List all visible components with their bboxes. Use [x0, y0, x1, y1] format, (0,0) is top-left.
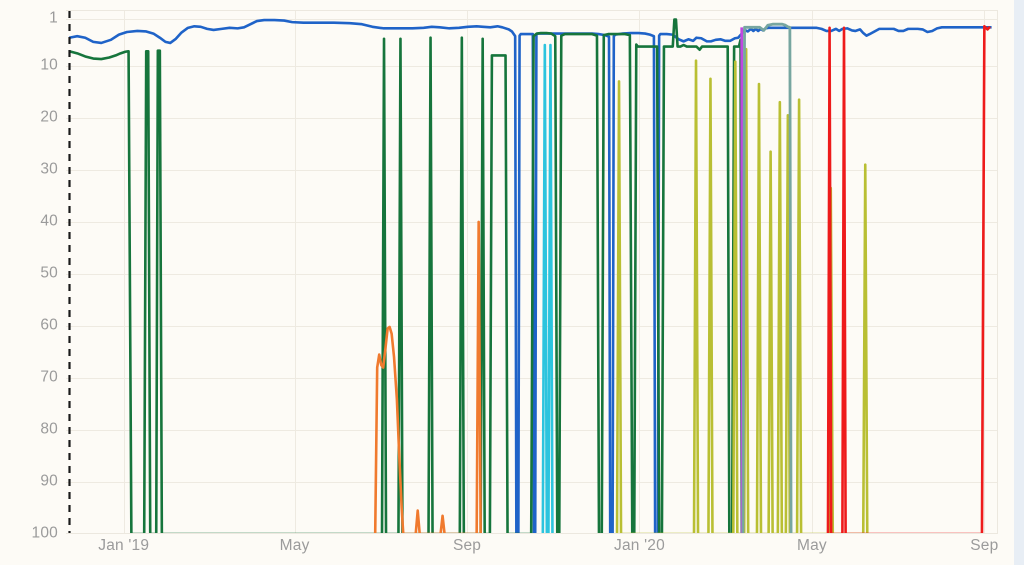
y-axis-tick-label: 60 — [40, 316, 58, 334]
y-axis-tick-label: 30 — [40, 160, 58, 178]
y-axis-tick-label: 50 — [40, 264, 58, 282]
plot-area[interactable] — [66, 10, 998, 534]
series-orange — [373, 220, 482, 533]
x-axis-tick-label: May — [279, 537, 310, 554]
x-axis-tick-label: Jan '20 — [614, 537, 665, 554]
x-axis-tick-label: Jan '19 — [98, 537, 150, 554]
y-axis-tick-label: 90 — [40, 472, 58, 490]
x-axis: Jan '19 May Sep Jan '20 May Sep — [66, 536, 998, 565]
series-blue — [68, 18, 992, 533]
x-axis-tick-label: May — [796, 537, 827, 554]
series-lines — [68, 18, 992, 533]
y-axis-tick-label: 80 — [40, 420, 58, 438]
start-marker-line — [68, 11, 71, 533]
y-axis-tick-label: 20 — [40, 108, 58, 126]
y-axis-tick-label: 100 — [31, 524, 58, 542]
series-cyan — [541, 43, 554, 533]
y-axis-tick-label: 10 — [40, 56, 58, 74]
series-dark-green — [68, 18, 744, 533]
x-axis-tick-label: Sep — [452, 537, 482, 554]
series-teal-gray — [741, 22, 793, 533]
series-red — [826, 24, 991, 533]
x-axis-tick-label: Sep — [970, 537, 999, 554]
y-axis-tick-label: 40 — [40, 212, 58, 230]
y-axis-tick-label: 1 — [49, 9, 58, 27]
right-rail — [1014, 0, 1024, 565]
y-axis: 1 10 20 30 40 50 60 70 80 90 100 — [0, 0, 58, 565]
y-axis-tick-label: 70 — [40, 368, 58, 386]
